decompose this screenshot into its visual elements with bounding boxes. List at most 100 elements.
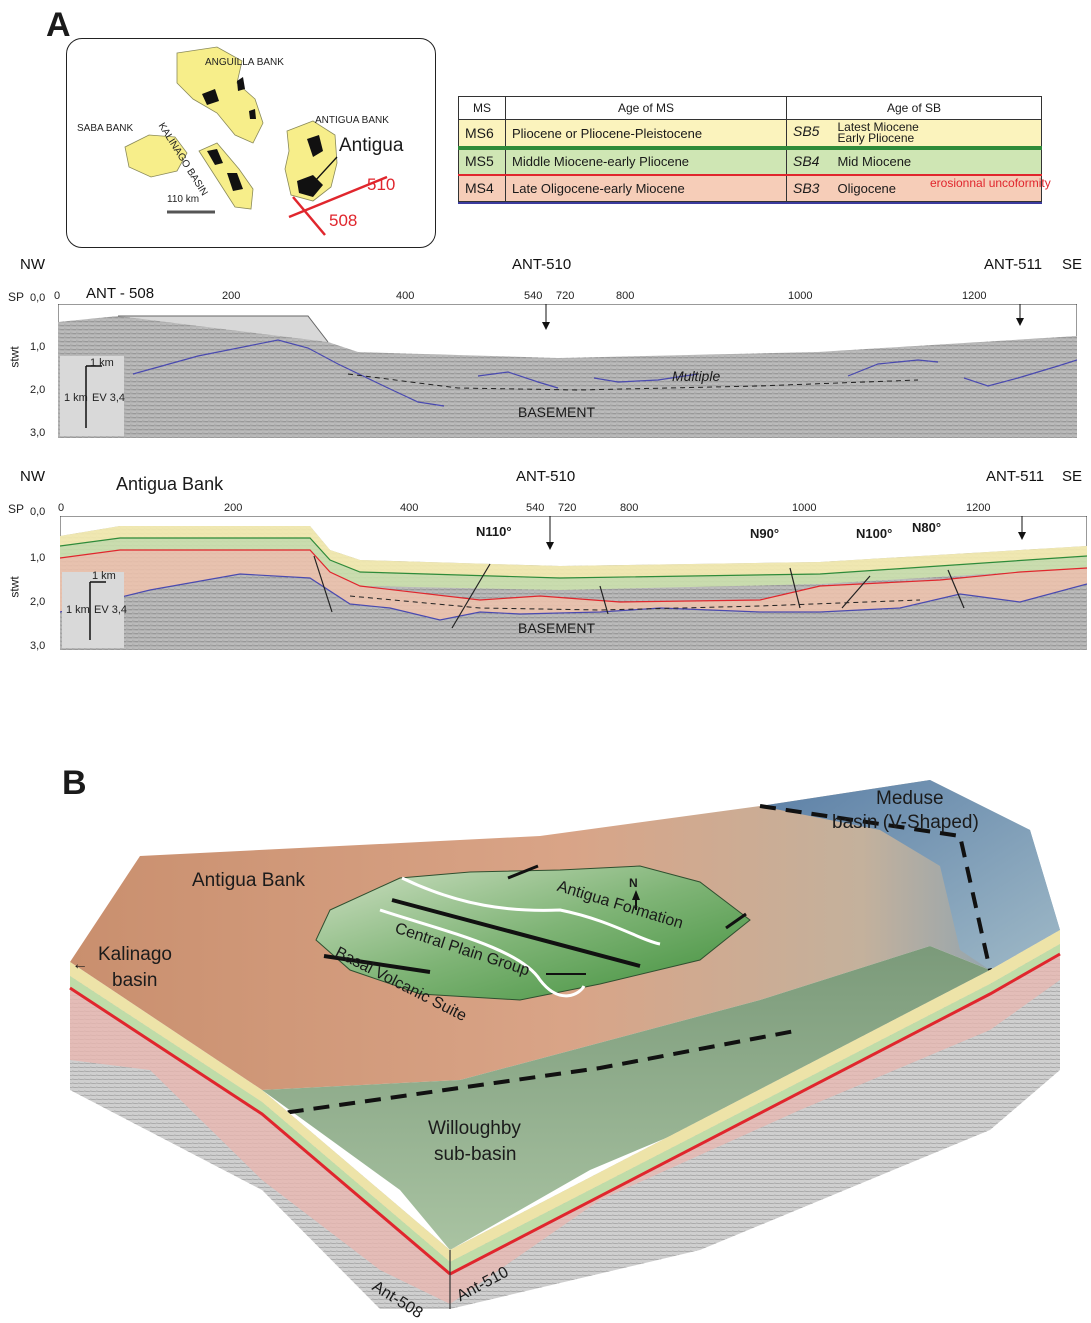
legend-row-ms6: MS6 Pliocene or Pliocene-Pleistocene SB5… [458,119,1042,148]
bottom-profile-se: SE [1062,468,1083,485]
top-marker-ant511: ANT-511 [984,256,1043,273]
bottom-scale-ev: EV 3,4 [94,604,128,616]
legend-sb: SB5 [793,123,820,139]
island-shape [202,89,219,105]
multiple-label: Multiple [672,368,721,384]
bottom-scale-v: 1 km [66,604,90,616]
legend-age-ms: Pliocene or Pliocene-Pleistocene [505,119,787,148]
willoughby-label: Willoughby [428,1118,521,1139]
bottom-sp-tick: 720 [558,502,577,514]
top-sp-tick: 400 [396,290,415,302]
top-scale-v: 1 km [64,392,88,404]
anguilla-bank-shape [176,46,264,144]
top-marker-ant510: ANT-510 [512,256,572,273]
top-profile-se: SE [1062,256,1083,273]
antigua-bank-block-label: Antigua Bank [192,870,306,891]
kalinago-basin-label-b: basin [112,970,158,991]
basement-horizon [132,339,445,407]
top-y-tick: 1,0 [30,341,46,353]
antigua-label: Antigua [339,135,404,156]
bottom-profile-nw: NW [20,468,45,485]
bottom-y-tick: 2,0 [30,596,46,608]
sb5-line [458,148,1042,150]
line-508-label: 508 [329,211,358,230]
top-y-tick: 2,0 [30,384,46,396]
legend-age-ms: Late Oligocene-early Miocene [505,174,787,202]
kalinago-bank-shape [198,142,254,210]
bottom-marker-ant510: ANT-510 [516,468,576,485]
legend-ms: MS5 [458,146,506,175]
sb4-line [458,174,1042,176]
azimuth-label: N100° [856,526,893,541]
bottom-sp-tick: 200 [224,502,243,514]
top-scale-ev: EV 3,4 [92,392,126,404]
scale-label: 110 km [167,194,200,205]
antigua-island-shape [297,175,323,197]
bottom-sp-tick: 540 [526,502,545,514]
legend-age-sb-2: Early Pliocene [837,131,915,145]
ms5-layer [60,538,1087,590]
bottom-y-tick: 0,0 [30,506,46,518]
legend-age-ms: Middle Miocene-early Pliocene [505,146,787,175]
sb3-line [458,202,1042,204]
top-scale-h: 1 km [90,357,114,369]
bottom-sp-tick: 0 [58,502,65,514]
seismic-fill [58,316,1077,438]
willoughby-subbasin-label: sub-basin [434,1144,517,1165]
saba-bank-label: SABA BANK [77,123,134,134]
bottom-basement-label: BASEMENT [518,620,596,636]
bottom-marker-ant511: ANT-511 [986,468,1045,485]
bottom-sp-label: SP [8,502,25,516]
bottom-seismic-profile [60,516,1087,650]
legend-header-age-sb: Age of SB [786,96,1042,120]
legend-row-ms4: MS4 Late Oligocene-early Miocene SB3 Olig… [458,174,1042,202]
ms4-layer [60,550,1087,620]
multiple-line [347,373,919,391]
top-sp-tick: 720 [556,290,575,302]
location-map: ANGUILLA BANK SABA BANK KALINAGO BASIN A… [66,38,436,248]
bottom-sp-tick: 400 [400,502,419,514]
north-label: N [629,876,638,890]
azimuth-label: N90° [750,526,780,541]
top-profile-nw: NW [20,256,45,273]
legend-age-sb: Latest Miocene [837,120,919,134]
bottom-profile-title: Antigua Bank [116,474,224,494]
bottom-y-tick: 3,0 [30,640,46,652]
top-sp-tick: 1000 [788,290,813,302]
legend-ms: MS4 [458,174,506,202]
bottom-sp-tick: 1000 [792,502,817,514]
top-basement-label: BASEMENT [518,404,596,420]
line-510-label: 510 [367,175,396,194]
map-graphic [124,46,388,236]
bottom-sp-tick: 800 [620,502,639,514]
basement-horizon [60,573,1087,621]
legend-age-sb: Oligocene [837,181,897,196]
top-sp-tick: 1200 [962,290,987,302]
legend-ms: MS6 [458,119,506,148]
legend-sb: SB3 [793,180,820,196]
willoughby-basin-surface [262,946,990,1250]
block-diagram: Antigua Bank Kalinago basin ← Meduse bas… [0,770,1091,1322]
top-profile-title: ANT - 508 [86,285,155,302]
antigua-bank-label: ANTIGUA BANK [315,115,389,126]
ms6-layer [60,526,1087,578]
azimuth-label: N110° [476,524,512,539]
erosional-unconformity-note: erosionnal uncoformity [930,176,1051,190]
top-sp-tick: 200 [222,290,241,302]
top-sp-tick: 0 [54,290,61,302]
meduse-basin-label: basin (V-Shaped) [832,812,979,833]
kalinago-label: Kalinago [98,944,172,965]
legend-sb: SB4 [793,153,820,169]
legend-row-ms5: MS5 Middle Miocene-early Pliocene SB4 Mid… [458,146,1042,175]
meduse-label: Meduse [876,788,944,809]
panel-b-letter: B [62,764,87,802]
line-508 [292,196,326,236]
top-seismic-profile [58,304,1077,438]
meduse-basin-surface [760,780,1060,970]
anguilla-bank-label: ANGUILLA BANK [205,57,284,68]
panel-a-letter: A [46,6,71,44]
legend-header-age-ms: Age of MS [505,96,787,120]
megasequence-legend: MS Age of MS Age of SB MS6 Pliocene or P… [458,96,1042,202]
bottom-sp-tick: 1200 [966,502,991,514]
saba-bank-shape [124,134,188,178]
